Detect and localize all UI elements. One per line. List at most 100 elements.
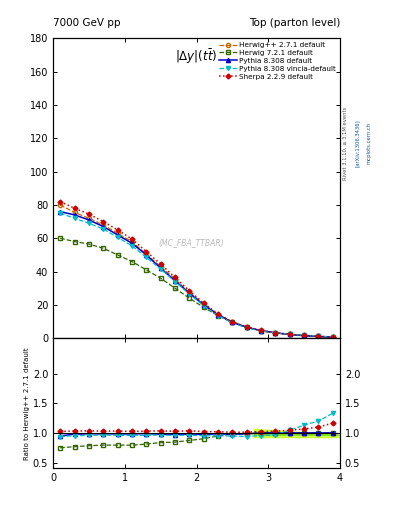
Herwig++ 2.7.1 default [173,276,177,282]
Pythia 8.308 default [216,312,220,318]
Herwig 7.2.1 default [130,259,134,265]
Herwig++ 2.7.1 default [287,331,292,337]
Sherpa 2.2.9 default [287,331,292,337]
Text: 7000 GeV pp: 7000 GeV pp [53,18,121,28]
Y-axis label: Ratio to Herwig++ 2.7.1 default: Ratio to Herwig++ 2.7.1 default [24,347,30,460]
Herwig++ 2.7.1 default [187,289,192,295]
Sherpa 2.2.9 default [273,330,278,336]
Pythia 8.308 default [86,217,91,223]
Pythia 8.308 vincia-default [187,291,192,297]
Herwig 7.2.1 default [173,285,177,291]
Sherpa 2.2.9 default [173,274,177,281]
Pythia 8.308 vincia-default [216,313,220,319]
Pythia 8.308 default [273,330,278,336]
Pythia 8.308 default [72,212,77,218]
Herwig++ 2.7.1 default [101,222,106,228]
Sherpa 2.2.9 default [72,205,77,211]
Herwig 7.2.1 default [244,324,249,330]
Sherpa 2.2.9 default [86,211,91,217]
Pythia 8.308 default [259,328,263,334]
Herwig 7.2.1 default [302,333,307,339]
Pythia 8.308 vincia-default [201,303,206,309]
Legend: Herwig++ 2.7.1 default, Herwig 7.2.1 default, Pythia 8.308 default, Pythia 8.308: Herwig++ 2.7.1 default, Herwig 7.2.1 def… [217,40,338,81]
Line: Pythia 8.308 default: Pythia 8.308 default [58,209,335,339]
Sherpa 2.2.9 default [101,219,106,225]
Herwig++ 2.7.1 default [316,333,321,339]
Text: $|\Delta y|(\mathit{t\bar{t}})$: $|\Delta y|(\mathit{t\bar{t}})$ [175,48,218,66]
Line: Pythia 8.308 vincia-default: Pythia 8.308 vincia-default [58,211,335,339]
Pythia 8.308 default [101,224,106,230]
Herwig 7.2.1 default [115,252,120,258]
Sherpa 2.2.9 default [216,311,220,317]
Sherpa 2.2.9 default [316,333,321,339]
Herwig 7.2.1 default [331,334,335,340]
Herwig 7.2.1 default [216,313,220,319]
Herwig 7.2.1 default [230,319,235,326]
Pythia 8.308 vincia-default [331,334,335,340]
Pythia 8.308 default [331,334,335,340]
Pythia 8.308 default [316,333,321,339]
Sherpa 2.2.9 default [259,327,263,333]
Text: (MC_FBA_TTBAR): (MC_FBA_TTBAR) [158,238,224,247]
Pythia 8.308 vincia-default [58,210,62,217]
Pythia 8.308 vincia-default [158,266,163,272]
Herwig++ 2.7.1 default [302,333,307,339]
Pythia 8.308 default [230,319,235,326]
Pythia 8.308 default [173,278,177,284]
Herwig 7.2.1 default [58,235,62,241]
Sherpa 2.2.9 default [187,288,192,294]
Pythia 8.308 default [158,265,163,271]
Pythia 8.308 vincia-default [130,243,134,249]
Pythia 8.308 default [302,333,307,339]
Herwig 7.2.1 default [316,333,321,339]
Sherpa 2.2.9 default [302,332,307,338]
Herwig 7.2.1 default [72,239,77,245]
Herwig 7.2.1 default [273,330,278,336]
Pythia 8.308 vincia-default [302,332,307,338]
Pythia 8.308 default [201,302,206,308]
Sherpa 2.2.9 default [58,199,62,205]
Herwig 7.2.1 default [144,267,149,273]
Herwig 7.2.1 default [287,331,292,337]
Sherpa 2.2.9 default [115,227,120,233]
Herwig++ 2.7.1 default [230,319,235,325]
Herwig++ 2.7.1 default [331,334,335,340]
Herwig 7.2.1 default [259,328,263,334]
Pythia 8.308 vincia-default [273,330,278,336]
Pythia 8.308 vincia-default [259,328,263,334]
Herwig++ 2.7.1 default [86,215,91,221]
Herwig 7.2.1 default [158,275,163,281]
Herwig++ 2.7.1 default [158,264,163,270]
Sherpa 2.2.9 default [144,248,149,254]
Pythia 8.308 vincia-default [115,234,120,241]
Herwig++ 2.7.1 default [259,328,263,334]
Sherpa 2.2.9 default [230,319,235,325]
Text: mcplots.cern.ch: mcplots.cern.ch [366,122,371,164]
Pythia 8.308 vincia-default [101,226,106,232]
Text: [arXiv:1306.3436]: [arXiv:1306.3436] [355,119,360,167]
Pythia 8.308 default [58,208,62,215]
Pythia 8.308 vincia-default [173,279,177,285]
Herwig++ 2.7.1 default [115,230,120,237]
Pythia 8.308 vincia-default [244,325,249,331]
Herwig++ 2.7.1 default [201,301,206,307]
Text: Top (parton level): Top (parton level) [248,18,340,28]
Line: Herwig 7.2.1 default: Herwig 7.2.1 default [58,236,335,339]
Herwig++ 2.7.1 default [130,239,134,245]
Herwig 7.2.1 default [201,304,206,310]
Sherpa 2.2.9 default [244,324,249,330]
Line: Sherpa 2.2.9 default: Sherpa 2.2.9 default [59,200,334,339]
Herwig++ 2.7.1 default [244,324,249,330]
Pythia 8.308 default [244,324,249,330]
Herwig 7.2.1 default [187,295,192,301]
Pythia 8.308 vincia-default [144,254,149,261]
Pythia 8.308 default [144,252,149,258]
Sherpa 2.2.9 default [201,300,206,306]
Pythia 8.308 vincia-default [287,331,292,337]
Herwig++ 2.7.1 default [273,330,278,336]
Pythia 8.308 default [287,331,292,337]
Herwig++ 2.7.1 default [72,209,77,216]
Herwig 7.2.1 default [86,241,91,247]
Pythia 8.308 vincia-default [72,215,77,221]
Pythia 8.308 vincia-default [230,320,235,326]
